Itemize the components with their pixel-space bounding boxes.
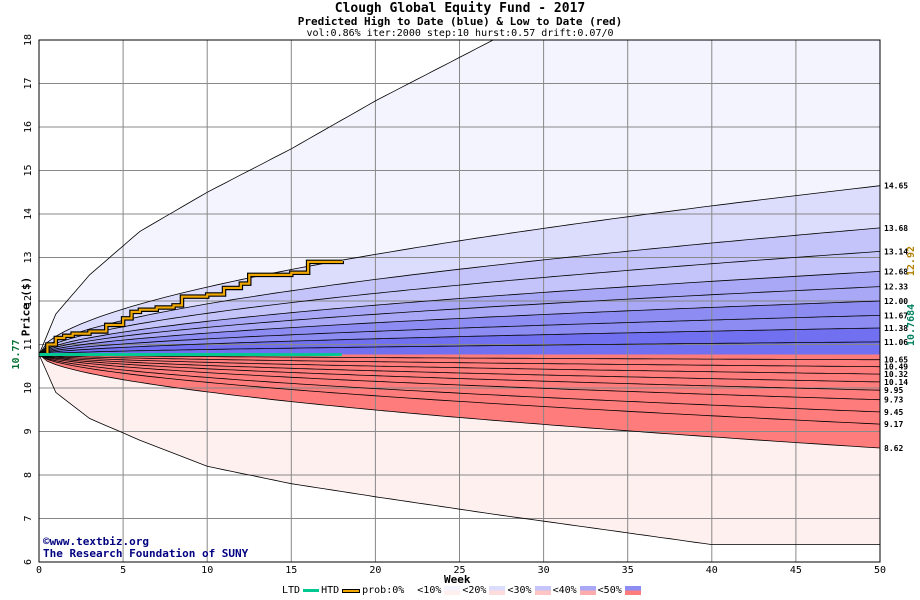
- last-high-label: 12.92: [906, 246, 917, 276]
- low-quantile-line-9.17: [38, 354, 881, 425]
- y-tick-label: 10: [23, 382, 34, 394]
- legend-band-10: <10%: [417, 585, 442, 596]
- credit-site[interactable]: ©www.textbiz.org: [43, 535, 149, 548]
- x-tick-label: 30: [538, 565, 550, 576]
- y-tick-label: 7: [23, 515, 34, 521]
- high-quantile-label: 12.33: [884, 283, 908, 292]
- htd-series-line: [39, 260, 343, 356]
- y-tick-label: 9: [23, 428, 34, 434]
- low-quantile-label: 10.49: [884, 363, 908, 372]
- low-quantile-line-10.49: [38, 354, 881, 368]
- x-tick-label: 5: [120, 565, 126, 576]
- y-tick-label: 16: [23, 121, 34, 133]
- low-quantile-line-9.45: [38, 354, 881, 413]
- x-tick-label: 10: [201, 565, 213, 576]
- low-quantile-line-9.95: [38, 354, 881, 391]
- high-quantile-label: 11.38: [884, 324, 908, 333]
- high-quantile-line-13.14: [38, 251, 881, 355]
- low-quantile-label: 8.62: [884, 444, 903, 453]
- chart-subtitle: Predicted High to Date (blue) & Low to D…: [297, 15, 623, 28]
- high-quantile-line-12.68: [38, 271, 881, 355]
- x-tick-label: 35: [622, 565, 634, 576]
- low-quantile-label: 9.17: [884, 420, 903, 429]
- legend-swatch-50: [624, 586, 641, 595]
- high-quantile-line-11.67: [38, 315, 881, 355]
- x-axis-label: Week: [444, 573, 471, 586]
- credit-org: The Research Foundation of SUNY: [43, 547, 249, 560]
- high-quantile-label: 13.14: [884, 247, 908, 256]
- low-quantile-label: 9.45: [884, 408, 903, 417]
- high-quantile-line-12.33: [38, 286, 881, 355]
- legend-band-30: <30%: [507, 585, 532, 596]
- high-quantile-label: 14.65: [884, 182, 908, 191]
- x-tick-label: 20: [369, 565, 381, 576]
- legend-htd-label: HTD: [321, 585, 340, 596]
- high-quantile-label: 11.67: [884, 311, 908, 320]
- low-quantile-label: 10.65: [884, 356, 908, 365]
- high-quantile-line-11.06: [38, 341, 881, 355]
- x-tick-label: 50: [874, 565, 886, 576]
- y-tick-label: 13: [23, 251, 34, 263]
- y-tick-label: 18: [23, 34, 34, 46]
- high-band-2: [39, 227, 880, 355]
- y-tick-label: 15: [23, 164, 34, 176]
- legend-swatch-40: [579, 586, 596, 595]
- x-tick-label: 25: [453, 565, 465, 576]
- y-tick-label: 17: [23, 77, 34, 89]
- y-tick-label: 12: [23, 295, 34, 307]
- low-quantile-label: 9.73: [884, 396, 903, 405]
- chart-header: Clough Global Equity Fund - 2017 Predict…: [0, 1, 920, 40]
- low-quantile-line-10.65: [38, 354, 880, 361]
- high-quantile-label: 13.68: [884, 224, 908, 233]
- legend-band-20: <20%: [462, 585, 487, 596]
- high-quantile-label: 12.00: [884, 297, 908, 306]
- high-quantile-line-12.00: [38, 300, 881, 355]
- y-tick-label: 8: [23, 472, 34, 478]
- high-quantile-line-14.65: [38, 185, 881, 355]
- legend-htd-swatch: [342, 588, 361, 593]
- low-quantile-label: 9.95: [884, 386, 903, 395]
- low-quantile-line-10.32: [38, 354, 881, 375]
- last-low-label: 10.7684: [906, 304, 917, 346]
- high-quantile-label: 11.06: [884, 338, 908, 347]
- low-quantile-line-9.73: [38, 354, 881, 401]
- legend-ltd-swatch: [303, 589, 320, 592]
- y-tick-label: 11: [23, 338, 34, 350]
- x-tick-label: 40: [706, 565, 718, 576]
- y-tick-label: 6: [23, 559, 34, 565]
- high-quantile-label: 12.68: [884, 267, 908, 276]
- plot-frame: [38, 39, 881, 563]
- high-band-3: [39, 251, 880, 355]
- high-band-4: [39, 271, 880, 355]
- low-quantile-line-10.14: [38, 354, 881, 383]
- legend-ltd-label: LTD: [282, 585, 301, 596]
- high-quantile-line-13.68: [38, 227, 881, 355]
- x-tick-label: 45: [790, 565, 802, 576]
- x-tick-label: 0: [36, 565, 42, 576]
- legend: LTD HTD prob:0% <10% <20% <30% <40% <50%: [282, 585, 643, 596]
- legend-band-40: <40%: [552, 585, 577, 596]
- simulation-params: vol:0.86% iter:2000 step:10 hurst:0.57 d…: [306, 28, 614, 39]
- high-band-5: [39, 286, 880, 355]
- low-envelope-line: [38, 354, 880, 545]
- y-axis-label: Price ($): [19, 276, 33, 337]
- start-price-label: 10.77: [11, 339, 22, 369]
- y-tick-label: 14: [23, 208, 34, 220]
- legend-swatch-10: [444, 586, 461, 595]
- legend-prob-label: prob:0%: [362, 585, 405, 596]
- legend-swatch-30: [534, 586, 551, 595]
- legend-swatch-0: [407, 586, 416, 595]
- high-band-1: [39, 185, 880, 355]
- high-quantile-line-11.38: [38, 327, 881, 355]
- chart-title: Clough Global Equity Fund - 2017: [334, 1, 586, 16]
- low-quantile-label: 10.14: [884, 378, 908, 387]
- x-tick-label: 15: [285, 565, 297, 576]
- low-quantile-label: 10.32: [884, 370, 908, 379]
- low-quantile-line-8.62: [38, 354, 881, 449]
- legend-swatch-20: [489, 586, 506, 595]
- legend-band-50: <50%: [597, 585, 622, 596]
